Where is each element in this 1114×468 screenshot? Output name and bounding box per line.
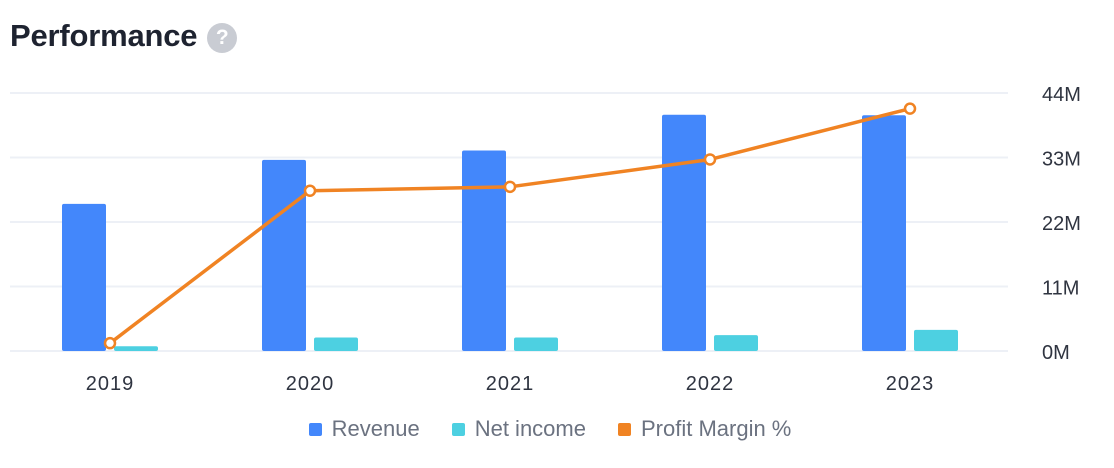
net-income-bar[interactable] [114, 346, 158, 351]
x-tick-label: 2020 [286, 373, 335, 395]
legend-label: Profit Margin % [640, 416, 792, 441]
revenue-bar[interactable] [862, 115, 906, 351]
legend-swatch [308, 422, 322, 436]
page-title: Performance [10, 18, 198, 53]
chart-legend: Revenue Net income Profit Margin % [0, 416, 1100, 442]
profit-margin-line [108, 106, 912, 345]
profit-margin-point[interactable] [503, 180, 517, 194]
profit-margin-point[interactable] [903, 102, 917, 115]
net-income-bar[interactable] [714, 335, 758, 351]
legend-label: Revenue [331, 416, 420, 441]
revenue-bar[interactable] [262, 159, 306, 351]
y-tick-label: 0M [1042, 342, 1070, 364]
question-mark-icon[interactable]: ? [207, 23, 238, 53]
revenue-bar[interactable] [462, 150, 506, 351]
net-income-bar[interactable] [514, 337, 558, 351]
legend-swatch [617, 422, 631, 436]
legend-item[interactable]: Revenue [308, 416, 420, 442]
y-tick-label: 33M [1042, 149, 1081, 171]
x-tick-label: 2021 [486, 373, 535, 395]
x-tick-label: 2019 [86, 373, 135, 395]
chart-header: Performance ? [10, 14, 238, 58]
y-tick-label: 44M [1042, 84, 1081, 106]
net-income-bar[interactable] [914, 329, 958, 351]
y-tick-label: 11M [1042, 278, 1079, 300]
legend-item[interactable]: Net income [451, 416, 586, 442]
net-income-bar[interactable] [314, 337, 358, 351]
profit-margin-point[interactable] [703, 153, 717, 166]
revenue-bar[interactable] [662, 114, 706, 351]
profit-margin-point[interactable] [303, 184, 317, 197]
profit-margin-point[interactable] [103, 336, 117, 350]
legend-swatch [451, 422, 465, 436]
performance-chart: 0M 11M 22M 33M 44M 2019 2020 2021 2022 2023 [10, 84, 1081, 395]
revenue-bar[interactable] [62, 203, 106, 351]
legend-label: Net income [474, 416, 586, 441]
x-tick-label: 2022 [686, 373, 735, 395]
legend-item[interactable]: Profit Margin % [617, 416, 792, 442]
y-tick-label: 22M [1042, 213, 1081, 235]
x-tick-label: 2023 [886, 373, 935, 395]
